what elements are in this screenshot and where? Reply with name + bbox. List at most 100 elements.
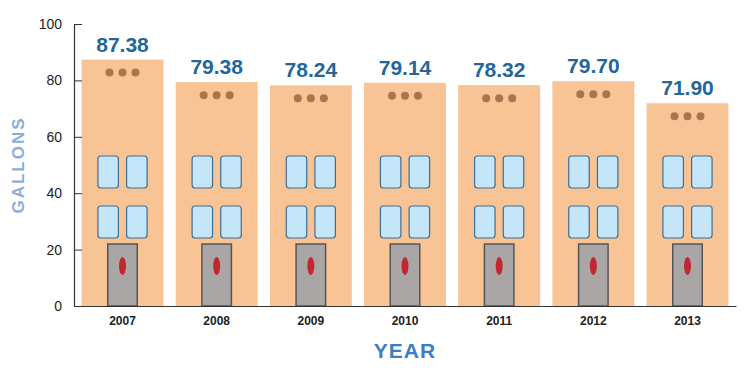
window [503,156,523,188]
window [286,156,306,188]
tick-label: 40 [46,185,62,201]
door [390,244,419,306]
window [692,156,712,188]
tick: 2012 [580,306,607,328]
y-axis: 020406080100 [39,16,82,314]
chart-svg: 0204060801002007200820092010201120122013… [0,0,756,370]
door-figure [119,257,126,275]
roof-dot [105,69,113,77]
window [98,156,118,188]
window [127,206,147,238]
bar [364,83,446,306]
roof-dot [294,94,302,102]
chart-container: 0204060801002007200820092010201120122013… [0,0,756,370]
door [202,244,231,306]
window [286,206,306,238]
window [569,156,589,188]
window [475,206,495,238]
tick-label: 100 [39,16,63,32]
door-figure [213,257,220,275]
tick-label: 2007 [109,314,136,328]
tick: 2010 [392,306,419,328]
window [475,156,495,188]
window [315,206,335,238]
tick-label: 2009 [297,314,324,328]
roof-dot [602,90,610,98]
data-label: 78.24 [285,58,338,81]
data-label: 79.38 [190,55,243,78]
roof-dot [320,94,328,102]
tick: 2009 [297,306,324,328]
door [108,244,137,306]
window [98,206,118,238]
roof-dot [414,92,422,100]
window [569,206,589,238]
building [552,81,634,306]
tick-label: 20 [46,242,62,258]
door [673,244,702,306]
window [380,156,400,188]
tick: 2013 [674,306,701,328]
tick-label: 2013 [674,314,701,328]
window [221,156,241,188]
building [270,85,352,306]
roof-dot [671,112,679,120]
x-axis: 2007 2008 2009 2010 2011 2012 2013 [75,306,737,328]
window [409,156,429,188]
bar [82,60,164,306]
tick: 2008 [203,306,230,328]
bars [82,60,729,306]
window [597,156,617,188]
tick: 2011 [486,306,512,328]
tick-label: 80 [46,72,62,88]
data-label: 71.90 [661,76,714,99]
tick: 100 [39,16,82,32]
roof-dot [576,90,584,98]
plot: 0204060801002007200820092010201120122013… [39,16,737,328]
door [579,244,608,306]
x-axis-title: YEAR [374,339,436,362]
building [364,83,446,306]
roof-dot [697,112,705,120]
roof-dot [508,94,516,102]
building [647,103,729,306]
tick-label: 2012 [580,314,607,328]
tick-mark [74,193,82,194]
roof-dot [589,90,597,98]
window [409,206,429,238]
tick-mark [74,250,82,251]
tick-label: 2008 [203,314,230,328]
window [192,206,212,238]
door [484,244,513,306]
tick: 2007 [109,306,136,328]
roof-dot [684,112,692,120]
bar [176,82,258,306]
door-figure [402,257,409,275]
roof-dot [401,92,409,100]
door-figure [496,257,503,275]
tick-label: 2011 [486,314,512,328]
bar [647,103,729,306]
y-axis-title: GALLONS [9,116,28,213]
data-label: 78.32 [473,58,526,81]
building [82,60,164,306]
roof-dot [226,91,234,99]
window [597,206,617,238]
window [315,156,335,188]
tick: 40 [46,185,82,201]
data-label: 87.38 [96,33,149,56]
window [663,206,683,238]
roof-dot [482,94,490,102]
tick: 80 [46,72,82,88]
window [192,156,212,188]
door-figure [307,257,314,275]
window [663,156,683,188]
tick-mark [74,80,82,81]
building [458,85,540,306]
roof-dot [213,91,221,99]
tick-label: 60 [46,129,62,145]
roof-dot [388,92,396,100]
bar [458,85,540,306]
door-figure [590,257,597,275]
data-label: 79.70 [567,54,620,77]
